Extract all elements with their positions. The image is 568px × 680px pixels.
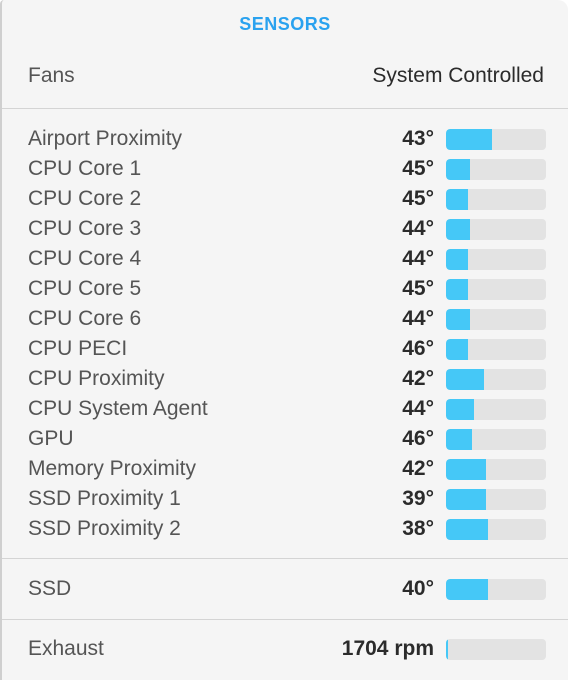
sensor-row: SSD Proximity 2 38° [2,514,568,544]
sensor-level-fill [446,369,484,390]
sensor-value: 44° [402,397,434,420]
divider [2,619,568,620]
sensor-level-fill [446,429,472,450]
sensor-row: CPU Core 1 45° [2,154,568,184]
sensor-level-bar [446,279,546,300]
sensor-level-fill [446,189,468,210]
sensor-level-bar [446,249,546,270]
sensor-value: 42° [402,457,434,480]
sensor-level-bar [446,519,546,540]
divider [2,558,568,559]
sensor-name: Memory Proximity [28,457,197,480]
sensor-level-fill [446,219,470,240]
exhaust-section: Exhaust 1704 rpm [2,634,568,664]
sensor-level-bar [446,369,546,390]
sensor-value: 44° [402,307,434,330]
sensor-name: CPU Core 1 [28,157,142,180]
sensor-level-fill [446,399,474,420]
sensor-row: CPU Core 6 44° [2,304,568,334]
sensor-level-bar [446,159,546,180]
fans-label: Fans [28,64,75,87]
sensor-value: 46° [402,427,434,450]
fans-row[interactable]: Fans System Controlled [2,56,568,96]
sensor-level-bar [446,399,546,420]
sensor-level-fill [446,249,468,270]
sensor-name: GPU [28,427,74,450]
sensor-name: CPU Core 2 [28,187,142,210]
sensor-value: 42° [402,367,434,390]
sensor-name: CPU Core 3 [28,217,142,240]
sensor-value: 45° [402,187,434,210]
sensor-row: CPU Proximity 42° [2,364,568,394]
sensor-level-bar [446,579,546,600]
sensor-value: 45° [402,157,434,180]
sensor-value: 44° [402,247,434,270]
sensor-level-fill [446,579,488,600]
panel-title: SENSORS [239,14,331,34]
sensor-name: CPU Core 5 [28,277,142,300]
sensor-name: SSD [28,577,72,600]
sensor-name: Airport Proximity [28,127,183,150]
sensor-name: CPU System Agent [28,397,208,420]
sensor-name: SSD Proximity 2 [28,517,181,540]
sensor-value: 46° [402,337,434,360]
sensor-row: CPU PECI 46° [2,334,568,364]
sensor-value: 40° [402,577,434,600]
sensor-row: GPU 46° [2,424,568,454]
sensor-name: SSD Proximity 1 [28,487,181,510]
sensor-row: CPU Core 3 44° [2,214,568,244]
sensor-row: CPU Core 5 45° [2,274,568,304]
sensor-value: 39° [402,487,434,510]
sensor-row: CPU Core 2 45° [2,184,568,214]
sensor-level-bar [446,489,546,510]
sensor-name: CPU Core 6 [28,307,142,330]
sensor-row: SSD Proximity 1 39° [2,484,568,514]
sensor-level-fill [446,129,492,150]
sensor-level-fill [446,519,488,540]
sensor-level-bar [446,129,546,150]
fans-mode-value[interactable]: System Controlled [372,64,544,87]
sensor-row-exhaust: Exhaust 1704 rpm [2,634,568,664]
sensor-value: 1704 rpm [341,637,434,660]
sensor-row: Airport Proximity 43° [2,124,568,154]
sensor-level-fill [446,159,470,180]
sensor-level-fill [446,279,468,300]
sensor-value: 43° [402,127,434,150]
sensor-level-fill [446,309,470,330]
fan-speed-fill [446,639,448,660]
sensor-name: CPU Core 4 [28,247,142,270]
fan-speed-bar [446,639,546,660]
sensor-level-bar [446,219,546,240]
sensor-list: Airport Proximity 43° CPU Core 1 45° CPU Cor… [2,124,568,544]
sensor-level-fill [446,459,486,480]
sensor-level-bar [446,459,546,480]
sensor-value: 44° [402,217,434,240]
sensor-value: 38° [402,517,434,540]
sensor-value: 45° [402,277,434,300]
sensor-level-fill [446,339,468,360]
sensor-name: CPU PECI [28,337,128,360]
sensor-level-fill [446,489,486,510]
sensor-level-bar [446,309,546,330]
sensor-row: Memory Proximity 42° [2,454,568,484]
sensor-row: CPU System Agent 44° [2,394,568,424]
sensor-level-bar [446,339,546,360]
sensor-row: CPU Core 4 44° [2,244,568,274]
divider [2,108,568,109]
sensor-level-bar [446,429,546,450]
sensor-row-ssd: SSD 40° [2,574,568,604]
sensor-name: CPU Proximity [28,367,165,390]
sensor-level-bar [446,189,546,210]
sensor-name: Exhaust [28,637,104,660]
ssd-section: SSD 40° [2,574,568,604]
